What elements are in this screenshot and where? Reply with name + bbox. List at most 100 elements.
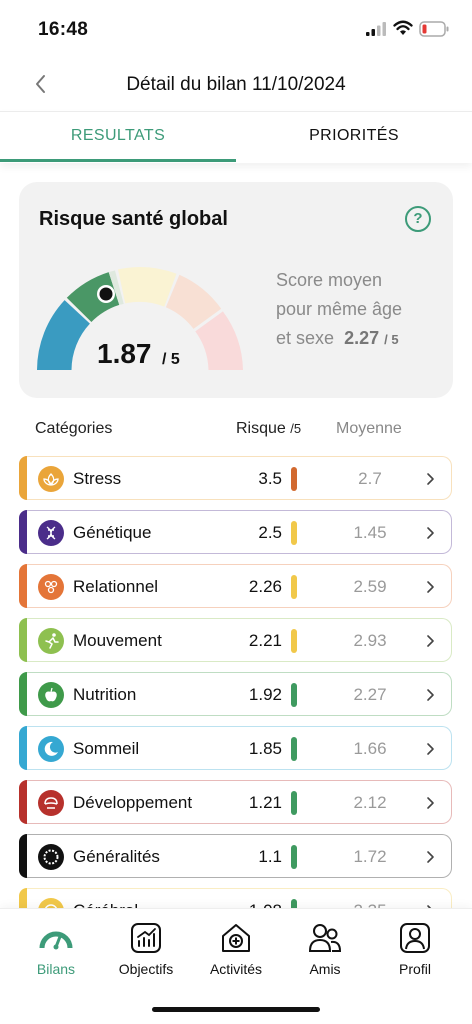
global-score-denominator: / 5 <box>162 351 180 368</box>
category-name: Généralités <box>73 847 160 866</box>
apple-icon <box>38 682 64 708</box>
gauge-segment-1 <box>37 300 90 370</box>
nav-amis[interactable]: Amis <box>280 921 370 977</box>
category-name: Nutrition <box>73 685 137 704</box>
home-indicator <box>152 1007 320 1012</box>
row-accent <box>19 834 27 878</box>
row-accent <box>19 672 27 716</box>
category-average: 2.59 <box>353 577 387 596</box>
global-risk-title: Risque santé global <box>39 208 228 230</box>
risk-level-bar <box>291 845 297 869</box>
chevron-right-icon <box>427 527 434 539</box>
col-risk-label: Risque <box>236 420 286 437</box>
risk-level-bar <box>291 521 297 545</box>
category-risk: 2.21 <box>248 631 282 650</box>
average-score-text: Score moyen pour même âge et sexe 2.27 /… <box>276 266 436 354</box>
nav-objectifs[interactable]: Objectifs <box>101 921 191 977</box>
col-categories: Catégories <box>35 420 113 437</box>
chevron-right-icon <box>427 689 434 701</box>
nav-bilans-label: Bilans <box>36 961 76 977</box>
status-time: 16:48 <box>38 19 89 40</box>
wifi-icon <box>393 20 413 35</box>
category-average: 1.72 <box>353 847 387 866</box>
people-icon <box>38 574 64 600</box>
tab-resultats[interactable]: RESULTATS <box>0 112 236 162</box>
category-risk: 2.26 <box>248 577 282 596</box>
avg-line-3: et sexe <box>276 328 335 348</box>
row-accent <box>19 510 27 554</box>
back-chevron-icon[interactable] <box>28 71 54 97</box>
row-accent <box>19 618 27 662</box>
nav-profil[interactable]: Profil <box>370 921 460 977</box>
signal-icon <box>366 22 386 36</box>
chart-icon <box>131 923 161 953</box>
ring-icon <box>38 844 64 870</box>
profile-icon <box>400 923 430 953</box>
chevron-right-icon <box>427 851 434 863</box>
risk-level-bar <box>291 737 297 761</box>
category-average: 2.7 <box>358 469 382 488</box>
chevron-right-icon <box>427 581 434 593</box>
col-risk-den: /5 <box>290 421 302 436</box>
category-name: Mouvement <box>73 631 162 650</box>
chevron-right-icon <box>427 473 434 485</box>
category-average: 1.66 <box>353 739 387 758</box>
category-risk: 3.5 <box>258 469 282 488</box>
gauge-segment-3 <box>118 267 177 307</box>
category-row-mouvement[interactable]: Mouvement 2.21 2.93 <box>19 618 452 662</box>
category-row-stress[interactable]: Stress 3.5 2.7 <box>19 456 452 500</box>
lotus-icon <box>38 466 64 492</box>
battery-icon <box>419 21 449 37</box>
nav-bilans[interactable]: Bilans <box>11 921 101 977</box>
app-header: Détail du bilan 11/10/2024 <box>0 58 472 110</box>
house-plus-icon <box>222 924 250 952</box>
risk-level-bar <box>291 791 297 815</box>
dna-icon <box>38 520 64 546</box>
category-row-nutrition[interactable]: Nutrition 1.92 2.27 <box>19 672 452 716</box>
bottom-nav: Bilans Objectifs Activités Amis <box>0 908 472 1024</box>
row-accent <box>19 564 27 608</box>
nav-activites[interactable]: Activités <box>191 921 281 977</box>
nav-activites-label: Activités <box>209 961 263 977</box>
category-name: Développement <box>73 793 193 812</box>
gauge-segment-2b <box>108 270 124 305</box>
page-title: Détail du bilan 11/10/2024 <box>126 74 346 95</box>
avg-value: 2.27 <box>344 328 380 348</box>
row-accent <box>19 780 27 824</box>
category-risk: 1.85 <box>248 739 282 758</box>
category-risk: 1.21 <box>248 793 282 812</box>
chevron-right-icon <box>427 635 434 647</box>
category-average: 1.45 <box>353 523 387 542</box>
tab-bar: RESULTATS PRIORITÉS <box>0 111 472 163</box>
help-icon[interactable]: ? <box>405 206 431 232</box>
category-row-sommeil[interactable]: Sommeil 1.85 1.66 <box>19 726 452 770</box>
avg-denominator: / 5 <box>384 332 399 347</box>
status-bar: 16:48 <box>0 0 472 58</box>
category-row-relationnel[interactable]: Relationnel 2.26 2.59 <box>19 564 452 608</box>
gauge-segment-2 <box>66 272 120 322</box>
gauge-segment-5 <box>195 311 243 370</box>
row-accent <box>19 456 27 500</box>
brain-icon <box>38 790 64 816</box>
avg-line-2: pour même âge <box>276 299 403 319</box>
risk-level-bar <box>291 629 297 653</box>
category-name: Stress <box>73 469 122 488</box>
row-accent <box>19 726 27 770</box>
global-score: 1.87 <box>97 338 152 369</box>
category-row-genetique[interactable]: Génétique 2.5 1.45 <box>19 510 452 554</box>
risk-level-bar <box>291 575 297 599</box>
tab-priorites[interactable]: PRIORITÉS <box>309 127 399 144</box>
risk-gauge <box>37 267 243 370</box>
global-risk-card: Risque santé global ? 1.87 / 5 Score moy… <box>19 182 453 398</box>
chevron-right-icon <box>427 797 434 809</box>
moon-icon <box>38 736 64 762</box>
nav-objectifs-label: Objectifs <box>118 961 174 977</box>
category-risk: 1.1 <box>258 847 282 866</box>
avg-line-1: Score moyen <box>276 270 383 290</box>
nav-profil-label: Profil <box>399 961 431 977</box>
category-row-generalites[interactable]: Généralités 1.1 1.72 <box>19 834 452 878</box>
category-name: Génétique <box>73 523 152 542</box>
category-row-developpement[interactable]: Développement 1.21 2.12 <box>19 780 452 824</box>
category-average: 2.12 <box>353 793 387 812</box>
nav-amis-label: Amis <box>309 961 341 977</box>
